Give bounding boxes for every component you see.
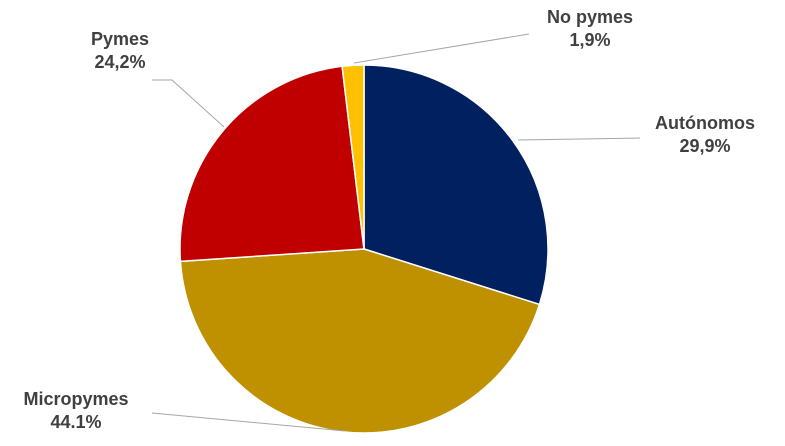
data-label-name-autonomos: Autónomos [655,113,755,133]
data-label-value-no-pymes: 1,9% [569,30,610,50]
pie-slice-no-pymes [341,64,365,250]
data-label-value-autonomos: 29,9% [679,136,730,156]
leader-line-autonomos [517,137,641,141]
leader-line-no-pymes [353,33,530,64]
data-label-name-micropymes: Micropymes [23,389,128,409]
pie-slice-micropymes [179,248,541,434]
data-label-name-pymes: Pymes [91,29,149,49]
leader-line-micropymes [151,412,346,432]
slices-layer [179,64,549,434]
data-label-value-pymes: 24,2% [94,52,145,72]
leader-line-pymes [152,79,225,128]
data-label-name-no-pymes: No pymes [547,7,633,27]
data-labels-layer: Autónomos 29,9% Micropymes 44.1% Pymes 24,2% N… [23,7,755,432]
pie-slice-pymes [179,65,365,263]
data-label-value-micropymes: 44.1% [50,412,101,432]
pie-slice-autonomos [363,64,549,306]
leader-lines-layer [151,33,641,432]
